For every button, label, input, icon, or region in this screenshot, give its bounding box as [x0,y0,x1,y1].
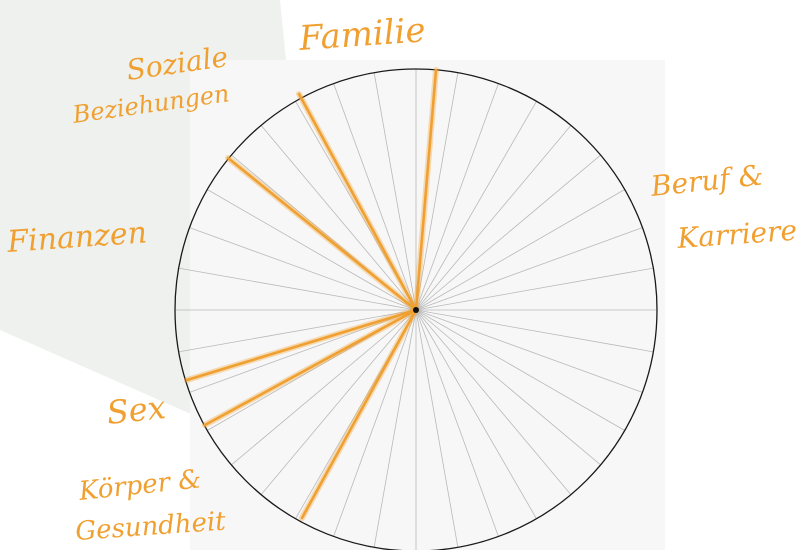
highlight-spoke-finanzen [226,156,418,312]
highlight-spoke-sex-lower [203,308,418,427]
highlight-spoke-familie [414,68,438,312]
label-sex: Sex [105,388,168,432]
wheel-outline [174,68,658,550]
spoke-line [260,309,417,495]
spoke-line [415,72,459,311]
highlighted-spokes [184,67,439,521]
spoke-line [415,267,654,311]
spoke-line [373,309,417,548]
label-beruf: Beruf & [648,158,765,203]
highlight-spoke-sex-upper [185,308,418,382]
label-karriere: Karriere [675,214,798,255]
spoke-line [415,227,643,311]
spoke-line [415,125,572,311]
spoke-line [415,101,537,311]
spoke-line [415,309,654,353]
spoke-line [260,125,417,311]
spoke-line [415,154,601,311]
spoke-line [207,189,417,311]
label-familie: Familie [297,10,427,59]
label-koerper: Körper & [77,464,203,507]
spoke-line [415,309,643,393]
spoke-line [189,309,417,393]
spoke-line [178,309,417,353]
spoke-line [415,309,537,519]
spoke-line [189,227,417,311]
spoke-line [333,309,417,537]
spoke-line [415,309,459,548]
highlight-spoke-koerper-gesundheit [300,308,418,520]
spoke-line [415,83,499,311]
spoke-line [415,309,625,431]
spoke-line [178,267,417,311]
wheel-center [413,307,419,313]
diagram-plate [190,60,665,550]
highlight-spoke-soziale-beziehungen [297,92,418,312]
spoke-line [415,309,499,537]
spoke-line [333,83,417,311]
spoke-line [415,309,572,495]
spoke-line [415,189,625,311]
spoke-line [373,72,417,311]
spoke-line [415,309,601,466]
spoke-line [231,309,417,466]
